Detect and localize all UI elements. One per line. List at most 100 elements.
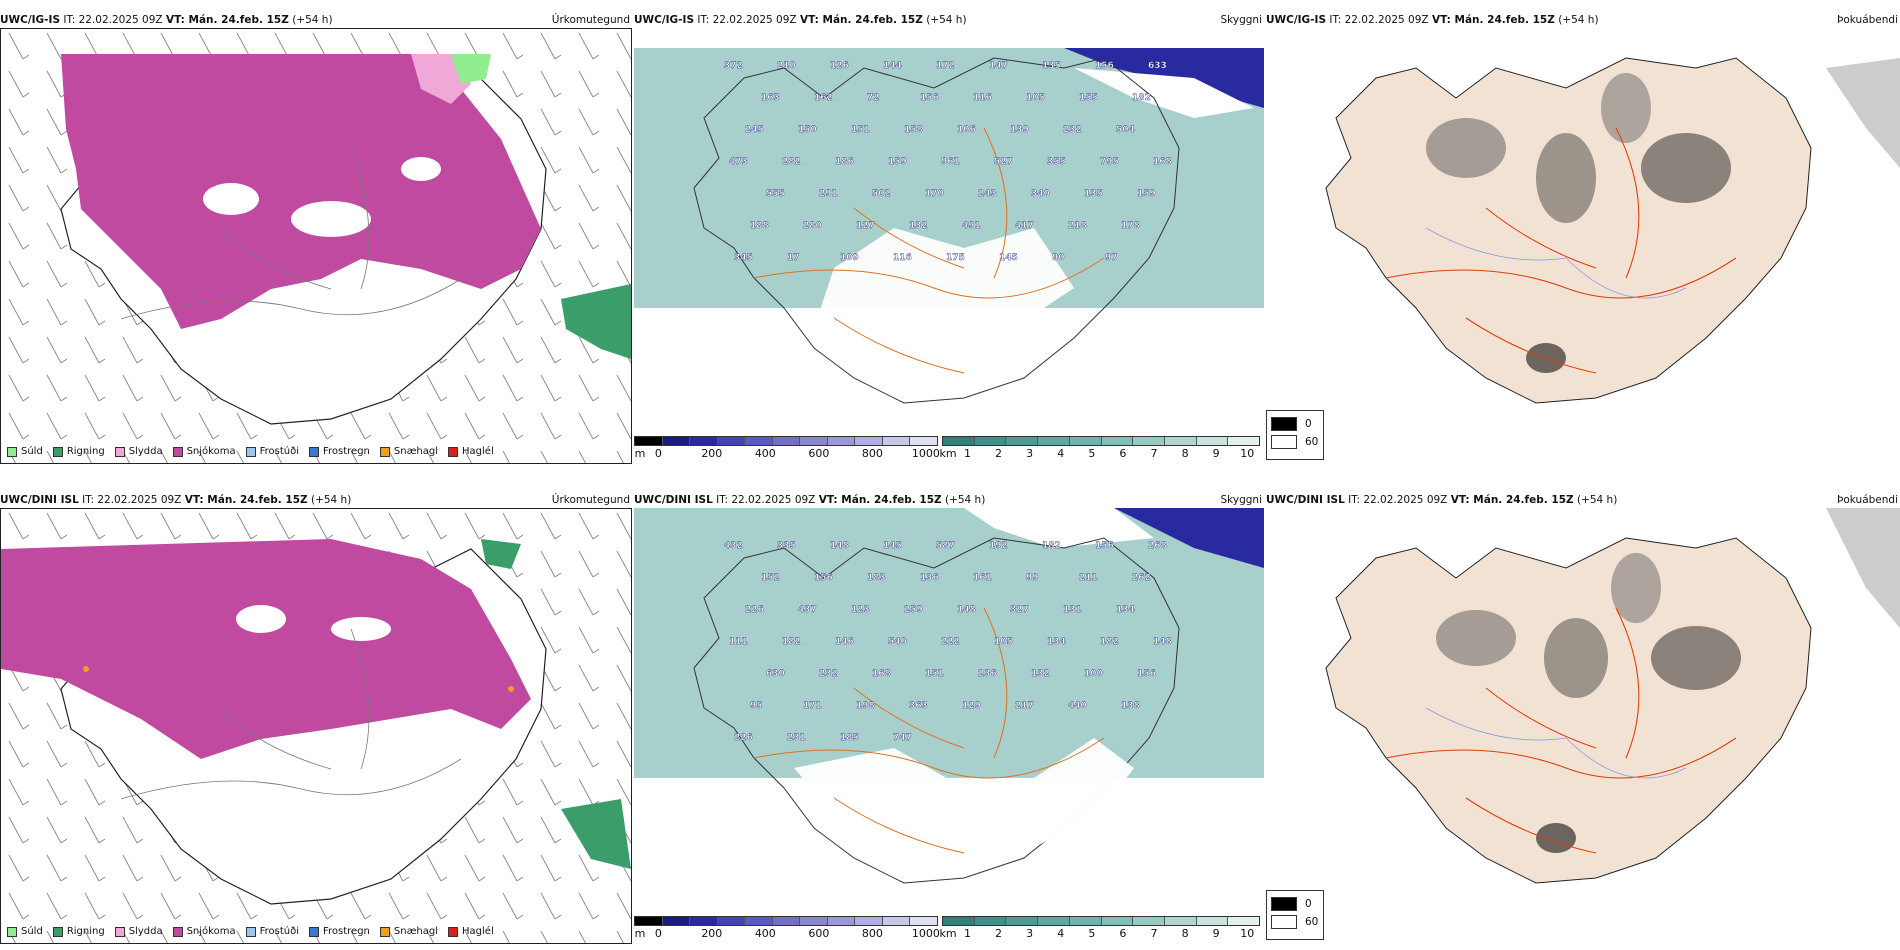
ceiling-label: 156: [1137, 669, 1156, 679]
legend-swatch: [7, 446, 17, 457]
lead-time: (+54 h): [310, 494, 352, 506]
legend-item: Frostregn: [309, 446, 370, 457]
ceiling-label: 186: [835, 157, 854, 167]
legend-swatch: [309, 446, 319, 457]
legend-swatch: [379, 446, 390, 457]
scale-swatch: [943, 437, 975, 445]
ceiling-label: 95: [750, 701, 763, 711]
cloud-map-svg: 432 335 148 145 587 192 182 156 268 152 156 183 136 1…: [634, 508, 1264, 884]
visibility-scale-bar: [942, 436, 1260, 446]
visibility-scale-ticks: km 1 2 3 4 5 6 7 8 9 10: [939, 447, 1260, 461]
height-scale: m 0 200 400 600 800 1000: [634, 916, 940, 941]
panel-header: UWC/IG-IS IT: 22.02.2025 09Z VT: Mán. 24…: [1266, 12, 1900, 28]
scale-swatch: [827, 437, 856, 445]
legend-label: Frostúði: [259, 446, 299, 457]
legend-swatch: [172, 446, 183, 457]
scale-swatch: [717, 437, 746, 445]
ceiling-label: 587: [936, 541, 955, 551]
legend-item: Snæhagl: [379, 446, 439, 457]
scale-swatch: [1038, 437, 1070, 445]
ceiling-label: 72: [867, 93, 880, 103]
legend-label: Haglél: [462, 926, 494, 937]
scale-swatch: [910, 917, 938, 925]
ceiling-label: 192: [989, 541, 1008, 551]
ceiling-label: 232: [1063, 125, 1082, 135]
init-time: IT: 22.02.2025 09Z: [716, 494, 816, 506]
scale-unit: m: [634, 927, 646, 940]
ceiling-label: 156: [814, 573, 833, 583]
visibility-scale: km 1 2 3 4 5 6 7 8 9 10: [939, 916, 1260, 941]
ceiling-label: 148: [957, 605, 976, 615]
ceiling-label: 355: [1047, 157, 1066, 167]
valid-time: VT: Mán. 24.feb. 15Z: [184, 494, 308, 506]
ceiling-label: 363: [909, 701, 928, 711]
scale-tick-label: 400: [754, 927, 776, 940]
ceiling-label: 146: [835, 637, 854, 647]
ceiling-label: 109: [840, 253, 859, 263]
ceiling-label: 134: [1116, 605, 1135, 615]
scale-swatch: [1069, 917, 1102, 925]
init-time: IT: 22.02.2025 09Z: [1329, 14, 1429, 26]
ceiling-label: 129: [962, 701, 981, 711]
scale-swatch: [635, 437, 663, 445]
legend-swatch: [7, 926, 17, 937]
legend-item: Frostregn: [309, 926, 370, 937]
lead-time: (+54 h): [292, 14, 333, 26]
legend-item: Súld: [7, 446, 43, 457]
legend-label: Slydda: [128, 926, 163, 937]
fog-swatch: [1271, 435, 1297, 449]
scale-swatch: [717, 917, 746, 925]
scale-swatch: [1164, 437, 1197, 445]
ceiling-label: 159: [888, 157, 907, 167]
legend-label: Snæhagl: [393, 446, 439, 457]
ceiling-label: 161: [973, 573, 992, 583]
fog-swatch: [1271, 915, 1297, 929]
ceiling-label: 156: [1095, 541, 1114, 551]
panel-title: Þokuábendi: [1837, 494, 1898, 506]
ceiling-label: 335: [777, 541, 796, 551]
model-name: UWC/DINI ISL: [1266, 494, 1345, 506]
scale-swatch: [882, 437, 911, 445]
scale-tick-label: 0: [654, 927, 662, 940]
ceiling-label: 226: [745, 605, 764, 615]
ceiling-label: 222: [941, 637, 960, 647]
panel-title: Úrkomutegund: [551, 14, 630, 26]
fog-legend-row: 0: [1271, 415, 1319, 433]
lead-time: (+54 h): [1576, 494, 1618, 506]
fog-swatch: [1271, 417, 1297, 431]
scale-tick-label: 400: [754, 447, 776, 460]
scale-unit: km: [939, 927, 957, 940]
legend-swatch: [448, 446, 459, 457]
ceiling-label: 630: [766, 669, 785, 679]
ceiling-label: 152: [761, 573, 780, 583]
ceiling-label: 961: [941, 157, 960, 167]
panel-title: Úrkomutegund: [551, 494, 630, 506]
scale-tick-label: 3: [1026, 927, 1034, 940]
ceiling-label: 232: [819, 669, 838, 679]
ceiling-label: 747: [893, 733, 912, 743]
ceiling-label: 90: [1052, 253, 1065, 263]
scale-swatch: [974, 917, 1007, 925]
legend-item: Frostúði: [245, 926, 299, 937]
ceiling-label: 473: [729, 157, 748, 167]
legend-item: Snjókoma: [172, 446, 236, 457]
scale-swatch: [662, 437, 691, 445]
model-name: UWC/IG-IS: [634, 14, 695, 26]
fog-map: [1266, 508, 1900, 888]
legend-item: Slydda: [114, 926, 163, 937]
scale-swatch: [1228, 437, 1260, 445]
fog-legend: 0 60: [1266, 890, 1324, 940]
legend-label: Frostregn: [323, 926, 370, 937]
cloud-map: 432 335 148 145 587 192 182 156 268 152 156 183 136 1…: [634, 508, 1264, 888]
init-time: IT: 22.02.2025 09Z: [82, 494, 182, 506]
fog-map: [1266, 28, 1900, 408]
precip-map-svg: [1, 509, 631, 943]
fog-label: 60: [1305, 436, 1319, 448]
legend-swatch: [172, 926, 183, 937]
ceiling-label: 259: [904, 605, 923, 615]
scale-swatch: [690, 917, 718, 925]
legend-swatch: [448, 926, 459, 937]
scale-swatch: [1069, 437, 1102, 445]
scale-tick-label: 5: [1088, 447, 1096, 460]
fog-legend-row: 0: [1271, 895, 1319, 913]
